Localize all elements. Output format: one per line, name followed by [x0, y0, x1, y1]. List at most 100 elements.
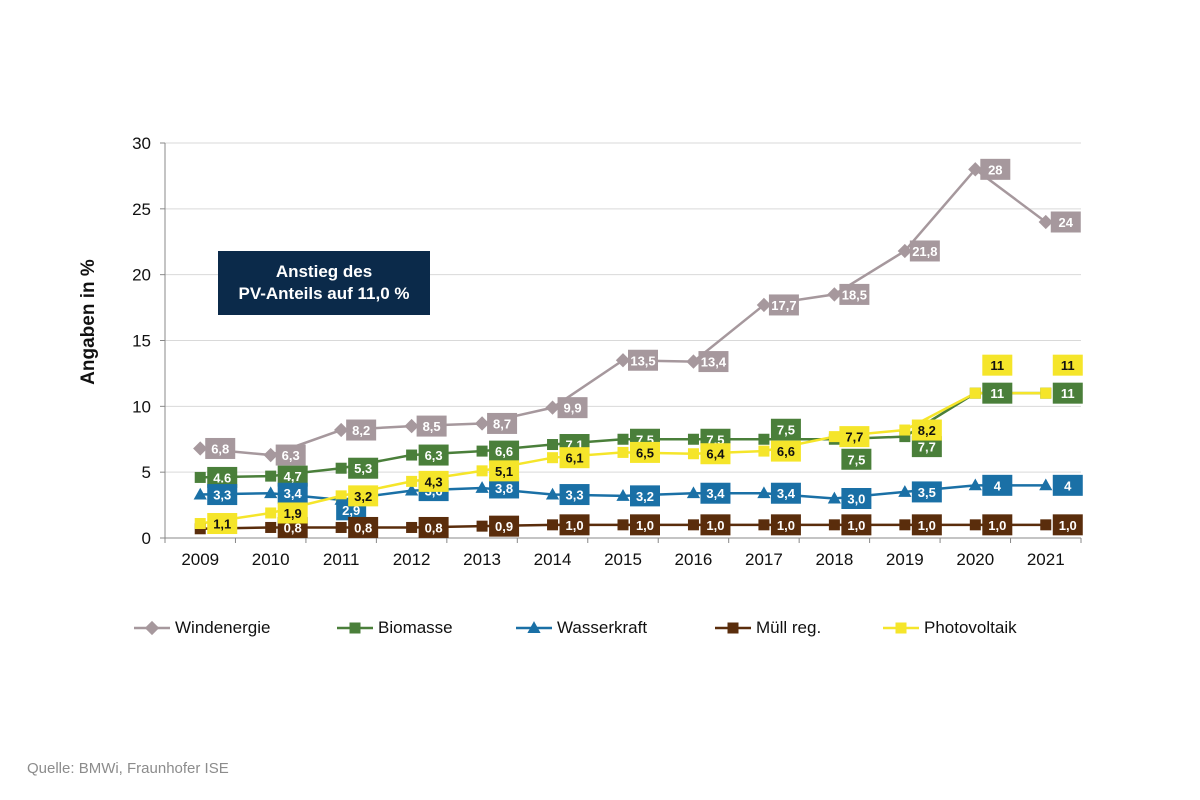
data-label-box	[559, 447, 590, 469]
data-point	[265, 470, 277, 482]
data-label: 8,2	[918, 423, 936, 438]
legend-marker	[144, 620, 160, 636]
data-label: 3,8	[495, 481, 513, 496]
data-label-box	[982, 354, 1013, 376]
data-point	[827, 287, 842, 302]
data-label: 1,0	[918, 518, 936, 533]
data-label: 6,6	[495, 444, 513, 459]
y-tick-label: 25	[132, 200, 151, 219]
legend-marker	[527, 621, 541, 633]
data-label: 7,5	[847, 452, 865, 467]
data-label: 3,0	[847, 492, 865, 507]
callout-line-2: PV-Anteils auf 11,0 %	[238, 284, 410, 303]
data-point	[335, 490, 347, 502]
data-label: 3,3	[565, 488, 583, 503]
data-label: 7,7	[918, 440, 936, 455]
data-label-box	[770, 418, 801, 440]
data-point	[899, 431, 911, 443]
data-label: 1,0	[636, 518, 654, 533]
legend-swatch	[337, 622, 373, 634]
data-label: 3,4	[777, 486, 796, 501]
data-point	[547, 452, 559, 464]
data-label-box	[770, 440, 801, 462]
legend-item: Biomasse	[336, 618, 453, 638]
data-label-box	[982, 514, 1013, 536]
legend-label: Müll reg.	[756, 618, 822, 637]
data-label: 1,0	[847, 518, 865, 533]
data-label: 6,8	[211, 441, 229, 456]
x-tick-label: 2018	[815, 550, 853, 569]
x-tick-label: 2012	[393, 550, 431, 569]
data-label: 8,2	[352, 423, 370, 438]
data-label: 2,9	[342, 503, 360, 518]
data-point	[1040, 387, 1052, 399]
data-point	[1040, 519, 1052, 531]
data-point	[406, 475, 418, 487]
data-point	[405, 483, 419, 496]
data-label: 11	[990, 386, 1004, 401]
data-point	[897, 243, 912, 259]
x-tick-label: 2016	[675, 550, 713, 569]
data-label-box	[489, 460, 520, 482]
data-point	[545, 487, 560, 500]
data-point	[545, 400, 560, 415]
data-label: 4	[1064, 478, 1072, 493]
data-point	[615, 353, 631, 368]
data-label: 11	[990, 358, 1004, 373]
data-point	[758, 519, 770, 531]
data-label-box	[346, 419, 377, 441]
data-label-box	[207, 466, 238, 488]
data-label: 8,7	[493, 416, 511, 431]
data-point	[406, 449, 418, 461]
data-label-box	[770, 514, 801, 536]
data-label: 4.6	[213, 470, 231, 485]
data-label: 6,6	[777, 444, 795, 459]
data-label-box	[1052, 382, 1083, 404]
data-point	[756, 297, 772, 313]
data-point	[898, 485, 912, 497]
data-point	[406, 521, 418, 533]
data-point	[617, 519, 629, 531]
data-label: 13,5	[630, 353, 655, 368]
y-tick-label: 10	[132, 397, 151, 416]
data-point	[547, 439, 559, 451]
data-label-box	[275, 444, 306, 466]
data-point	[476, 465, 488, 477]
data-label: 6,1	[565, 451, 583, 466]
data-label: 4,7	[284, 469, 302, 484]
data-label-box	[489, 515, 520, 537]
x-tick-label: 2017	[745, 550, 783, 569]
data-point	[758, 445, 770, 457]
data-label-box	[770, 482, 801, 504]
data-point	[476, 445, 488, 457]
x-tick-label: 2021	[1027, 550, 1065, 569]
data-label: 6,3	[282, 448, 300, 463]
data-point	[617, 433, 629, 445]
data-label: 0,8	[425, 520, 443, 535]
data-label-box	[487, 412, 518, 434]
data-label: 0,8	[284, 520, 302, 535]
legend-item: Müll reg.	[714, 618, 821, 638]
data-label-box	[630, 485, 660, 507]
data-point	[194, 518, 206, 530]
data-label-box	[911, 419, 942, 441]
data-point	[687, 448, 699, 460]
legend-item: Photovoltaik	[882, 618, 1017, 638]
data-label-box	[277, 465, 308, 487]
data-point	[193, 441, 208, 456]
data-label: 0,9	[495, 519, 513, 534]
data-label-box	[630, 441, 660, 463]
data-label-box	[982, 474, 1013, 496]
data-label-box	[911, 481, 942, 503]
data-label: 5,1	[495, 464, 513, 479]
data-label: 21,8	[912, 244, 937, 259]
data-label: 3,4	[284, 486, 303, 501]
callout-line-1: Anstieg des	[275, 262, 373, 281]
data-label: 1,0	[706, 518, 724, 533]
data-label-box	[418, 516, 449, 538]
x-tick-label: 2011	[323, 550, 360, 569]
data-label: 9,9	[563, 401, 581, 416]
legend-marker	[349, 622, 361, 634]
data-point	[265, 507, 277, 519]
x-tick-label: 2010	[252, 550, 290, 569]
